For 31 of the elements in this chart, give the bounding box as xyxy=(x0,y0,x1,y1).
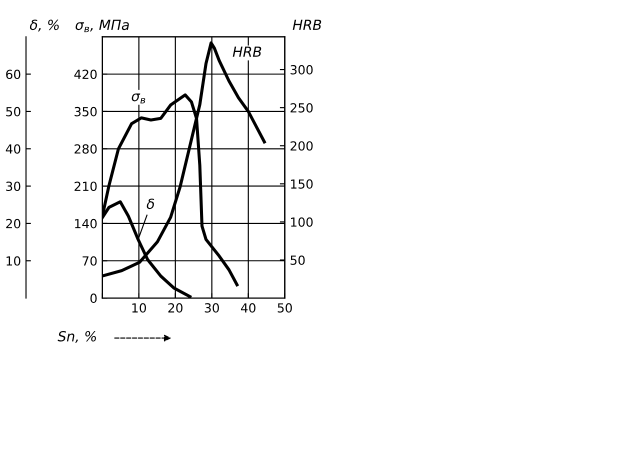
y2-tick-label: 50 xyxy=(290,255,305,265)
x-tick-label: 30 xyxy=(204,303,219,313)
x-tick-label: 20 xyxy=(168,303,182,313)
x-axis-title: Sn, % xyxy=(58,331,96,343)
y2-tick-label: 300 xyxy=(290,65,313,74)
y-tick-label: 420 xyxy=(74,70,97,80)
y2-tick-label: 100 xyxy=(291,217,313,227)
y-tick-label: 210 xyxy=(74,182,97,192)
y3-tick-label: 30 xyxy=(6,182,20,192)
y3-tick-label: 10 xyxy=(6,256,20,266)
y2-tick-label: 150 xyxy=(291,179,313,189)
x-tick-label: 50 xyxy=(278,303,292,313)
series-label: σ$_{в}$ xyxy=(132,94,146,104)
x-tick-label: 10 xyxy=(132,303,146,313)
y2-tick-label: 200 xyxy=(290,141,313,151)
x-tick-label: 40 xyxy=(240,303,256,313)
y2-tick-label: 250 xyxy=(290,103,313,113)
y3-tick-label: 20 xyxy=(6,218,20,228)
y-tick-label: 350 xyxy=(74,106,97,116)
series-label: δ xyxy=(146,198,154,210)
series-label: HRB xyxy=(232,46,262,57)
y2-axis-title: HRB xyxy=(292,20,322,30)
y-axis-title: σ$_{в}$, МПа xyxy=(76,20,129,32)
y3-tick-label: 60 xyxy=(6,70,20,80)
y3-tick-label: 50 xyxy=(6,106,20,116)
y-tick-label: 0 xyxy=(90,294,97,304)
y-tick-label: 70 xyxy=(82,256,97,266)
y-tick-label: 140 xyxy=(75,218,97,228)
y3-tick-label: 40 xyxy=(6,144,20,154)
y3-axis-title: δ, % xyxy=(30,20,59,32)
y-tick-label: 280 xyxy=(74,144,97,154)
